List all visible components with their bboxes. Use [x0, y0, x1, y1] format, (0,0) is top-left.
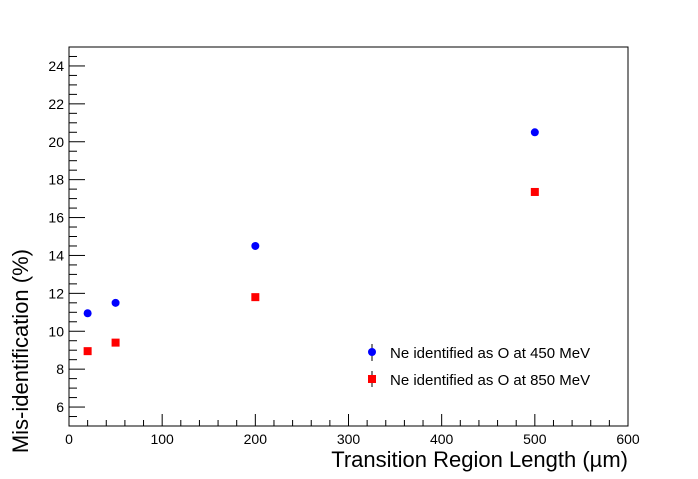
legend-item-850: Ne identified as O at 850 MeV [368, 371, 590, 389]
legend-marker-450 [368, 348, 376, 356]
x-tick-label: 400 [430, 431, 454, 447]
legend-label-450: Ne identified as O at 450 MeV [390, 345, 590, 362]
y-axis-ticks [69, 46, 85, 427]
data-points [83, 128, 539, 356]
x-tick-label: 600 [616, 431, 640, 447]
legend-label-850: Ne identified as O at 850 MeV [390, 372, 590, 389]
legend-item-450: Ne identified as O at 450 MeV [368, 344, 590, 362]
plot-frame [68, 46, 629, 427]
data-point-series-1 [251, 293, 260, 302]
data-point-series-1 [83, 347, 92, 356]
data-point-series-1 [530, 187, 539, 196]
x-axis-tick-labels: 0 100 200 300 400 500 600 [65, 431, 640, 447]
legend-marker-850 [368, 375, 376, 383]
y-axis-tick-labels: 6 8 10 12 14 16 18 20 22 24 [48, 58, 64, 415]
data-point-series-0 [83, 309, 92, 318]
x-tick-label: 0 [65, 431, 73, 447]
data-point-series-0 [530, 128, 539, 137]
x-tick-label: 500 [523, 431, 547, 447]
y-tick-label: 8 [56, 361, 64, 377]
data-point-series-1 [111, 338, 120, 347]
y-tick-label: 14 [48, 247, 64, 263]
data-point-series-0 [111, 298, 120, 307]
y-tick-label: 20 [48, 134, 64, 150]
y-tick-label: 24 [48, 58, 64, 74]
y-tick-label: 6 [56, 399, 64, 415]
y-tick-label: 18 [48, 172, 64, 188]
y-tick-label: 12 [48, 285, 64, 301]
x-tick-label: 300 [337, 431, 361, 447]
x-axis-title: Transition Region Length (µm) [331, 447, 628, 472]
y-axis-title: Mis-identification (%) [8, 249, 33, 453]
x-axis-ticks [68, 414, 629, 426]
y-tick-label: 16 [48, 210, 64, 226]
legend: Ne identified as O at 450 MeV Ne identif… [368, 344, 590, 389]
data-point-series-0 [251, 241, 260, 250]
x-tick-label: 100 [150, 431, 174, 447]
y-tick-label: 22 [48, 96, 64, 112]
y-tick-label: 10 [48, 323, 64, 339]
x-tick-label: 200 [244, 431, 268, 447]
